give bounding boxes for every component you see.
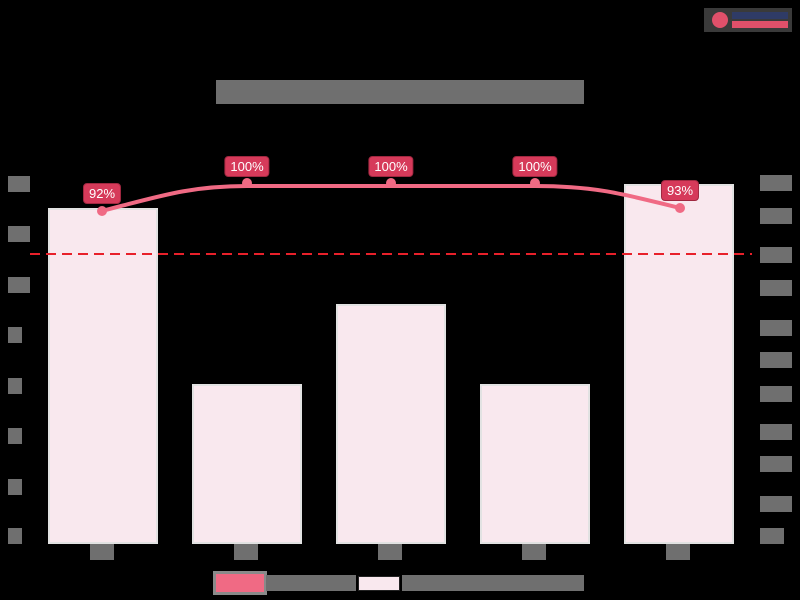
data-label: 93% <box>660 180 700 201</box>
left-axis-tick <box>8 327 22 343</box>
right-axis-tick <box>760 280 792 296</box>
percentage-line <box>101 184 681 213</box>
right-axis-tick <box>760 247 792 263</box>
brand-logo-icon <box>712 12 728 28</box>
legend-line-swatch[interactable] <box>213 571 267 595</box>
legend-bar-swatch[interactable] <box>358 576 400 591</box>
left-axis-tick <box>8 479 22 495</box>
right-axis-tick <box>760 528 784 544</box>
right-axis-tick <box>760 175 792 191</box>
line-point <box>675 203 685 213</box>
right-axis-tick <box>760 386 792 402</box>
left-axis-tick <box>8 428 22 444</box>
bar-2[interactable] <box>192 384 302 544</box>
chart-title: [redacted] <box>216 80 584 104</box>
line-point <box>242 178 252 188</box>
left-axis-tick <box>8 528 22 544</box>
x-axis-label <box>90 544 114 560</box>
left-axis-tick <box>8 226 30 242</box>
data-label: 100% <box>224 156 270 177</box>
legend-line-label[interactable]: [redacted] <box>266 575 356 591</box>
left-axis-tick <box>8 176 30 192</box>
left-axis-tick <box>8 277 30 293</box>
line-point <box>386 178 396 188</box>
bar-5[interactable] <box>624 184 734 544</box>
x-axis-label <box>522 544 546 560</box>
right-axis-tick <box>760 496 792 512</box>
bar-4[interactable] <box>480 384 590 544</box>
bar-3[interactable] <box>336 304 446 544</box>
line-point <box>97 206 107 216</box>
x-axis-label <box>234 544 258 560</box>
line-point <box>530 178 540 188</box>
data-label: 92% <box>82 183 122 204</box>
right-axis-tick <box>760 208 792 224</box>
legend-bar-label[interactable]: [redacted] <box>402 575 584 591</box>
right-axis-tick <box>760 456 792 472</box>
x-axis-label <box>666 544 690 560</box>
right-axis-tick <box>760 424 792 440</box>
right-axis-tick <box>760 320 792 336</box>
logo-text-line2 <box>732 21 788 28</box>
right-axis-tick <box>760 352 792 368</box>
data-label: 100% <box>512 156 558 177</box>
left-axis-tick <box>8 378 22 394</box>
brand-logo <box>704 8 792 32</box>
data-label: 100% <box>368 156 414 177</box>
x-axis-label <box>378 544 402 560</box>
logo-text-line1 <box>732 12 788 19</box>
bar-1[interactable] <box>48 208 158 544</box>
